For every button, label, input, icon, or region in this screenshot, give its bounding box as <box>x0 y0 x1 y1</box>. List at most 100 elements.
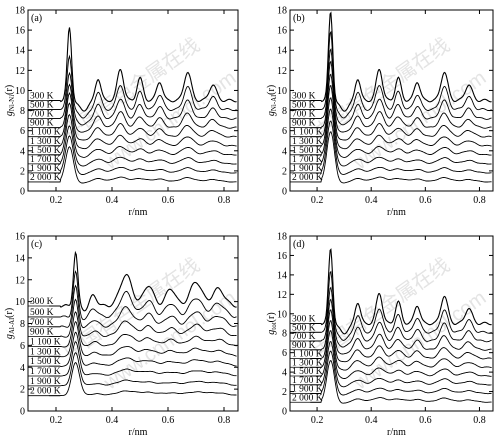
series-label: 1 300 K <box>30 347 61 357</box>
y-tick-label: 2 <box>20 166 25 177</box>
y-tick-label: 8 <box>282 106 287 117</box>
x-tick-label: 0.4 <box>106 195 119 206</box>
series-label: 1 700 K <box>30 367 61 377</box>
y-tick-label: 16 <box>15 232 25 243</box>
y-tick-label: 12 <box>277 66 287 77</box>
y-tick-label: 18 <box>277 232 287 243</box>
series-label: 1 100 K <box>292 128 323 138</box>
series-label: 300 K <box>30 92 54 102</box>
rdf-curve-8 <box>49 135 237 175</box>
series-label: 2 000 K <box>292 393 323 403</box>
x-tick-label: 0.8 <box>473 415 486 426</box>
y-tick-label: 0 <box>282 187 287 198</box>
series-label: 1 900 K <box>292 164 323 174</box>
rdf-curve-7 <box>310 108 492 167</box>
series-label: 500 K <box>30 308 54 318</box>
y-tick-label: 16 <box>277 26 287 37</box>
y-tick-label: 8 <box>20 319 25 330</box>
y-tick-label: 10 <box>277 86 287 97</box>
panel-label: (a) <box>31 13 42 24</box>
rdf-curve-9 <box>49 146 237 184</box>
rdf-curve-1 <box>310 30 492 119</box>
series-label: 1 300 K <box>292 358 323 368</box>
x-axis-label: r/nm <box>387 207 406 218</box>
panels: 0 2 4 6 8 10 12 14 16 18 0.2 0.4 0.6 0.8 r/nm gNi-Ni(r)… <box>4 6 494 438</box>
rdf-curve-3 <box>310 60 492 133</box>
y-tick-label: 14 <box>277 270 287 281</box>
y-tick-label: 14 <box>277 46 287 57</box>
y-tick-label: 12 <box>15 66 25 77</box>
x-tick-label: 0.4 <box>365 195 378 206</box>
rdf-curve-5 <box>49 102 237 150</box>
x-tick-label: 0.6 <box>419 195 432 206</box>
y-tick-label: 12 <box>15 275 25 286</box>
rdf-curve-9 <box>310 131 492 184</box>
y-axis-label: gAl-Al(r) <box>4 308 16 339</box>
y-tick-label: 2 <box>282 387 287 398</box>
y-axis-label: gNi-Ni(r) <box>4 85 16 116</box>
rdf-curve-2 <box>310 48 492 126</box>
rdf-curve-7 <box>49 125 237 167</box>
series-label: 900 K <box>292 119 316 129</box>
y-tick-label: 6 <box>282 126 287 137</box>
x-tick-label: 0.2 <box>50 415 63 426</box>
rdf-curve-7 <box>49 341 237 377</box>
rdf-curve-2 <box>310 286 492 348</box>
rdf-curve-8 <box>310 350 492 396</box>
y-tick-label: 12 <box>277 290 287 301</box>
series-label: 2 000 K <box>292 173 323 183</box>
series-label: 300 K <box>292 315 316 325</box>
series-label: 1 100 K <box>292 350 323 360</box>
panel-label: (d) <box>293 239 305 250</box>
x-tick-label: 0.2 <box>311 415 324 426</box>
series-label: 1 500 K <box>30 146 61 156</box>
series-label: 1 900 K <box>30 377 61 387</box>
rdf-curve-5 <box>49 320 237 358</box>
y-axis-label: gtot(r) <box>266 312 278 334</box>
x-tick-label: 0.4 <box>365 415 378 426</box>
rdf-curve-6 <box>310 330 492 379</box>
y-tick-label: 16 <box>277 251 287 262</box>
rdf-curve-9 <box>310 360 492 404</box>
x-tick-label: 0.2 <box>311 195 324 206</box>
rdf-curve-5 <box>310 320 492 371</box>
series-label: 900 K <box>30 328 54 338</box>
x-tick-label: 0.8 <box>218 415 231 426</box>
series-label: 1 500 K <box>292 367 323 377</box>
y-tick-label: 4 <box>20 146 25 157</box>
rdf-curve-3 <box>49 83 237 133</box>
rdf-curve-3 <box>310 298 492 355</box>
series-label: 2 000 K <box>30 387 61 397</box>
watermark-text-cn: 中国有色金属在线 <box>60 33 204 144</box>
y-tick-label: 4 <box>282 368 287 379</box>
series-label: 500 K <box>292 323 316 333</box>
rdf-curve-0 <box>49 27 237 112</box>
rdf-curve-2 <box>49 71 237 126</box>
y-tick-label: 18 <box>277 6 287 17</box>
rdf-curve-1 <box>49 270 237 321</box>
series-label: 2 000 K <box>30 173 61 183</box>
series-label: 1 500 K <box>30 357 61 367</box>
series-label: 1 900 K <box>292 385 323 395</box>
panel-0: 0 2 4 6 8 10 12 14 16 18 0.2 0.4 0.6 0.8 r/nm gNi-Ni(r)… <box>4 6 239 218</box>
series-label: 300 K <box>30 297 54 307</box>
rdf-curve-0 <box>49 250 237 312</box>
x-tick-label: 0.6 <box>162 415 175 426</box>
rdf-curve-5 <box>310 84 492 150</box>
x-tick-label: 0.6 <box>419 415 432 426</box>
series-label: 1 100 K <box>30 337 61 347</box>
series-label: 1 300 K <box>292 137 323 147</box>
y-axis-label: gNi-Al(r) <box>266 85 278 116</box>
y-tick-label: 4 <box>282 146 287 157</box>
y-tick-label: 14 <box>15 253 25 264</box>
series-label: 700 K <box>292 110 316 120</box>
y-tick-label: 16 <box>15 26 25 37</box>
rdf-curve-6 <box>310 97 492 158</box>
x-tick-label: 0.2 <box>50 195 63 206</box>
x-axis-label: r/nm <box>387 427 406 438</box>
rdf-curve-1 <box>49 54 237 119</box>
x-tick-label: 0.4 <box>106 415 119 426</box>
series-label: 1 100 K <box>30 128 61 138</box>
x-axis-label: r/nm <box>129 427 148 438</box>
